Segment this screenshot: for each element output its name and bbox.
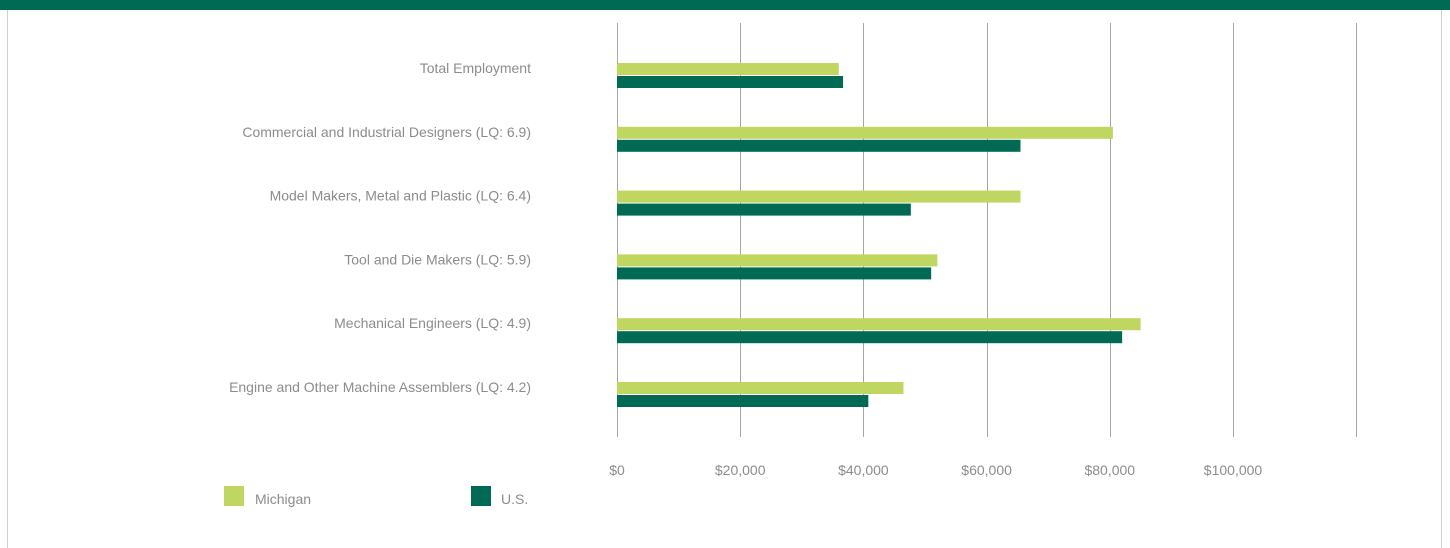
category-label: Commercial and Industrial Designers (LQ:…	[242, 124, 531, 140]
category-label: Total Employment	[420, 60, 531, 76]
category-label: Engine and Other Machine Assemblers (LQ:…	[229, 379, 531, 395]
legend-swatch	[471, 486, 491, 506]
bar-michigan	[617, 126, 1113, 139]
x-tick-label: $60,000	[961, 462, 1012, 478]
bar-michigan	[617, 382, 904, 394]
category-label: Mechanical Engineers (LQ: 4.9)	[334, 315, 531, 331]
x-tick-label: $0	[609, 462, 625, 478]
x-tick-label: $100,000	[1204, 462, 1263, 478]
bar-michigan	[617, 190, 1021, 203]
x-axis-tick-labels: $0 $20,000 $40,000 $60,000 $80,000 $100,000	[609, 462, 1262, 478]
bar-us	[617, 267, 932, 280]
legend-label: Michigan	[255, 491, 311, 507]
category-label: Tool and Die Makers (LQ: 5.9)	[344, 251, 531, 267]
x-tick-label: $20,000	[715, 462, 766, 478]
bar-michigan	[617, 254, 938, 267]
bar-us	[617, 395, 869, 407]
legend: Michigan U.S.	[224, 486, 528, 507]
bar-us	[617, 139, 1021, 152]
bar-us	[617, 203, 911, 216]
bar-michigan	[617, 63, 839, 75]
legend-swatch	[224, 486, 244, 506]
bar-layer	[617, 63, 1141, 407]
x-tick-label: $80,000	[1084, 462, 1135, 478]
category-labels: Total Employment Commercial and Industria…	[229, 60, 531, 395]
bar-us	[617, 76, 844, 88]
x-tick-label: $40,000	[838, 462, 889, 478]
frame-right-border	[1441, 10, 1442, 548]
legend-label: U.S.	[501, 491, 528, 507]
frame-left-border	[7, 10, 8, 548]
bar-us	[617, 331, 1123, 344]
header-band	[0, 0, 1450, 10]
grid-layer	[617, 23, 1357, 437]
category-label: Model Makers, Metal and Plastic (LQ: 6.4…	[270, 188, 531, 204]
bar-michigan	[617, 318, 1141, 331]
